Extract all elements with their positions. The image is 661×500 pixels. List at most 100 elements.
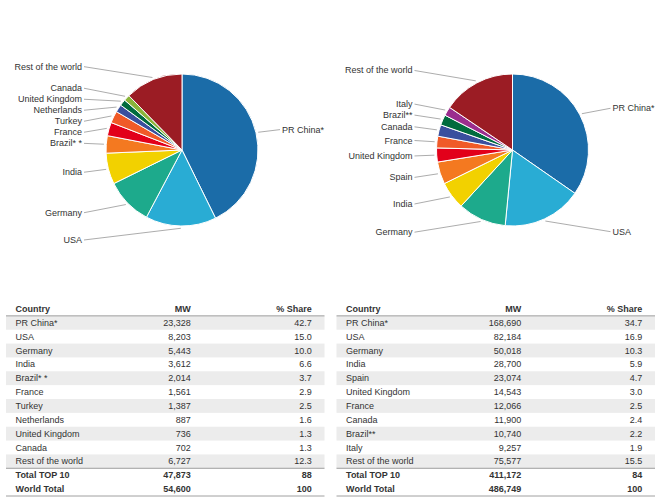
slice-label: Brazil** bbox=[383, 110, 413, 120]
row-band bbox=[337, 316, 656, 330]
slice-label: USA bbox=[63, 235, 82, 245]
pie bbox=[106, 74, 258, 226]
table-cell: 50,018 bbox=[494, 346, 522, 356]
table-cell: 54,600 bbox=[163, 484, 191, 494]
table-cell: 47,873 bbox=[163, 470, 191, 480]
table-header: Country bbox=[16, 304, 51, 314]
table-cell: World Total bbox=[16, 484, 65, 494]
row-band bbox=[337, 399, 656, 413]
pie-labels: PR China*USAGermanyIndiaSpainUnited King… bbox=[345, 65, 655, 237]
table-cell: Turkey bbox=[16, 401, 44, 411]
table-cell: 28,700 bbox=[494, 359, 522, 369]
leader-line bbox=[545, 221, 610, 232]
leader-line bbox=[84, 143, 104, 145]
table-cell: Rest of the world bbox=[346, 456, 414, 466]
leader-line bbox=[84, 99, 121, 101]
table-rule bbox=[337, 496, 656, 497]
leader-line bbox=[582, 108, 611, 113]
slice-label: France bbox=[54, 127, 82, 137]
row-band bbox=[6, 454, 325, 468]
leader-line bbox=[415, 104, 446, 110]
table-cell: 15.5 bbox=[625, 456, 643, 466]
table-cell: 11,900 bbox=[494, 415, 521, 425]
slice-label: United Kingdom bbox=[18, 94, 82, 104]
table-cell: USA bbox=[16, 332, 35, 342]
leader-line bbox=[84, 116, 111, 121]
table-cell: France bbox=[346, 401, 374, 411]
pie-slice bbox=[505, 150, 575, 226]
leader-line bbox=[415, 141, 435, 142]
table-cell: 168,690 bbox=[489, 318, 522, 328]
table-cell: 34.7 bbox=[625, 318, 643, 328]
leader-line bbox=[84, 205, 126, 213]
table-cell: 10.3 bbox=[625, 346, 643, 356]
pie-labels: PR China*USAGermanyIndiaBrazil* *FranceT… bbox=[14, 62, 324, 245]
table-cell: 702 bbox=[176, 443, 191, 453]
table-cell: 2.2 bbox=[630, 429, 643, 439]
table-rule bbox=[6, 496, 325, 497]
table: CountryMW% SharePR China*23,32842.7USA8,… bbox=[6, 304, 325, 496]
row-band bbox=[6, 399, 325, 413]
table-cell: 10,740 bbox=[494, 429, 522, 439]
table-cell: Canada bbox=[16, 443, 48, 453]
pie-slice bbox=[129, 74, 182, 150]
leader-line bbox=[84, 67, 152, 78]
chart-root: PR China*USAGermanyIndiaBrazil* *FranceT… bbox=[0, 0, 661, 500]
leader-line bbox=[84, 88, 125, 96]
table-cell: 486,749 bbox=[489, 484, 522, 494]
table-cell: India bbox=[16, 359, 36, 369]
slice-label: Germany bbox=[375, 227, 413, 237]
table-cell: 2,014 bbox=[168, 373, 191, 383]
slice-label: Turkey bbox=[55, 116, 83, 126]
table-cell: United Kingdom bbox=[16, 429, 80, 439]
table-cell: 42.7 bbox=[294, 318, 312, 328]
table-cell: Spain bbox=[346, 373, 369, 383]
table-header: Country bbox=[346, 304, 381, 314]
leader-line bbox=[415, 197, 450, 204]
slice-label: USA bbox=[613, 227, 632, 237]
slice-label: Spain bbox=[389, 172, 412, 182]
table-header: MW bbox=[175, 304, 191, 314]
table-rule bbox=[6, 315, 325, 316]
row-band bbox=[6, 344, 325, 358]
row-band bbox=[6, 316, 325, 330]
table-cell: Total TOP 10 bbox=[346, 470, 400, 480]
table: CountryMW% SharePR China*168,69034.7USA8… bbox=[337, 304, 656, 496]
slice-label: United Kingdom bbox=[348, 151, 412, 161]
slice-label: PR China* bbox=[613, 103, 656, 113]
table-cell: 75,577 bbox=[494, 456, 522, 466]
table-cell: 3,612 bbox=[168, 359, 191, 369]
row-band bbox=[337, 454, 656, 468]
table-header: % Share bbox=[276, 304, 312, 314]
table-cell: Brazil* * bbox=[16, 373, 49, 383]
table-cell: France bbox=[16, 387, 44, 397]
table-cell: 5,443 bbox=[168, 346, 191, 356]
table-cell: 3.0 bbox=[630, 387, 643, 397]
slice-label: Netherlands bbox=[33, 105, 82, 115]
leader-line bbox=[415, 70, 476, 80]
table-cell: 10.0 bbox=[294, 346, 312, 356]
table-cell: Germany bbox=[346, 346, 384, 356]
row-band bbox=[6, 371, 325, 385]
table-cell: 15.0 bbox=[294, 332, 312, 342]
table-cell: India bbox=[346, 359, 366, 369]
table-cell: 23,074 bbox=[494, 373, 522, 383]
table-cell: 6,727 bbox=[168, 456, 191, 466]
leader-line bbox=[415, 115, 441, 119]
table-cell: 100 bbox=[627, 484, 642, 494]
table-rule bbox=[6, 468, 325, 469]
row-band bbox=[6, 427, 325, 441]
table-cell: 23,328 bbox=[163, 318, 191, 328]
leader-line bbox=[84, 228, 181, 240]
table-cell: 2.4 bbox=[630, 415, 643, 425]
table-cell: Total TOP 10 bbox=[16, 470, 70, 480]
pie-slice bbox=[450, 74, 513, 150]
table-cell: 1.3 bbox=[299, 443, 312, 453]
table-cell: Canada bbox=[346, 415, 378, 425]
table-header: % Share bbox=[607, 304, 643, 314]
leader-line bbox=[415, 127, 437, 130]
table-cell: 2.5 bbox=[299, 401, 312, 411]
table-rule bbox=[337, 468, 656, 469]
table-cell: 100 bbox=[297, 484, 312, 494]
table-cell: 9,257 bbox=[499, 443, 522, 453]
